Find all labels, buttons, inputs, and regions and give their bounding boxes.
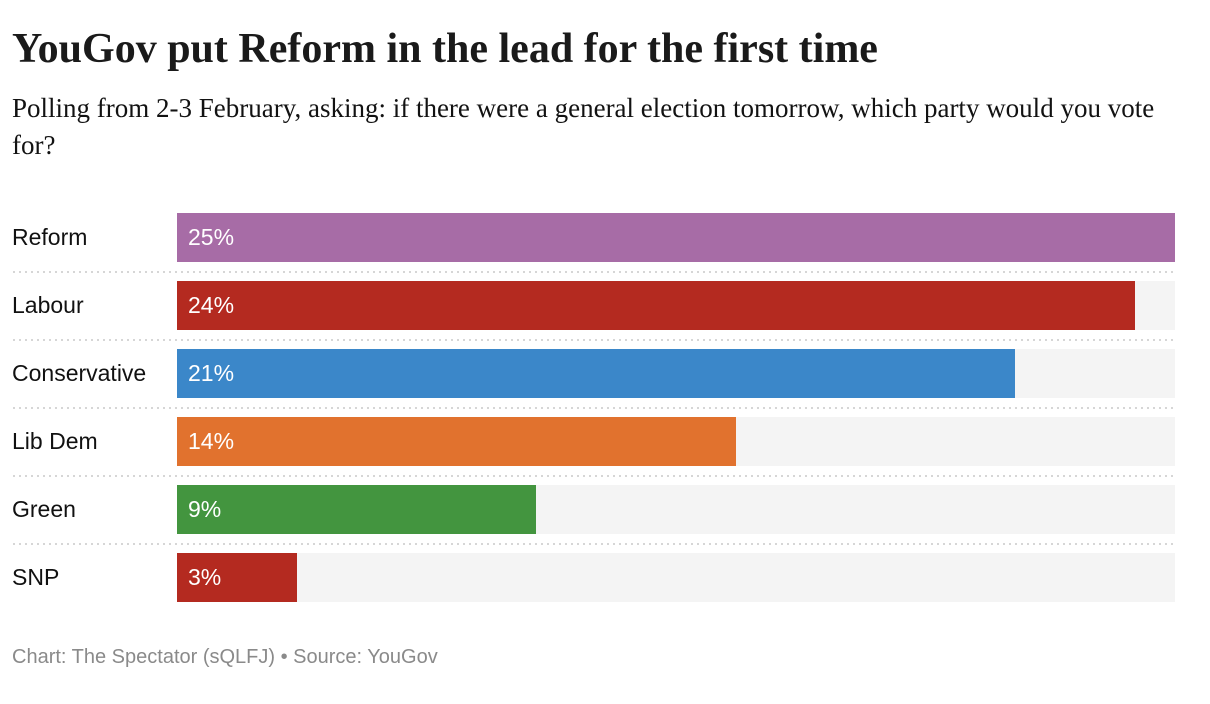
chart-row: Labour 24% [12, 281, 1175, 349]
value-label: 25% [188, 224, 235, 251]
chart-row: Green 9% [12, 485, 1175, 553]
bar-chart: Reform 25% Labour 24% Conservative 21% Lib Dem… [12, 213, 1175, 603]
bar-green: 9% [177, 485, 537, 535]
value-label: 3% [188, 564, 222, 591]
bar-track: 9% [177, 485, 1175, 535]
value-label: 21% [188, 360, 235, 387]
category-label: Reform [12, 224, 88, 251]
chart-row: Reform 25% [12, 213, 1175, 281]
chart-subtitle: Polling from 2-3 February, asking: if th… [12, 93, 1155, 160]
bar-labour: 24% [177, 281, 1136, 331]
value-label: 14% [188, 428, 235, 455]
chart-footer: Chart: The Spectator (sQLFJ) • Source: Y… [12, 646, 438, 669]
bar-conservative: 21% [177, 349, 1016, 399]
row-separator [13, 271, 1175, 274]
row-separator [13, 475, 1175, 478]
bar-track: 3% [177, 553, 1175, 603]
row-separator [13, 339, 1175, 342]
category-label: Labour [12, 292, 84, 319]
value-label: 9% [188, 496, 222, 523]
bar-snp: 3% [177, 553, 297, 603]
bar-reform: 25% [177, 213, 1175, 263]
row-separator [13, 407, 1175, 410]
row-separator [13, 543, 1175, 546]
bar-lib-dem: 14% [177, 417, 736, 467]
bar-track: 25% [177, 213, 1175, 263]
category-label: Lib Dem [12, 428, 98, 455]
chart-title: YouGov put Reform in the lead for the fi… [12, 26, 878, 72]
bar-track: 24% [177, 281, 1175, 331]
category-label: SNP [12, 564, 60, 591]
value-label: 24% [188, 292, 235, 319]
bar-track: 21% [177, 349, 1175, 399]
chart-row: SNP 3% [12, 553, 1175, 603]
bar-track: 14% [177, 417, 1175, 467]
category-label: Conservative [12, 360, 147, 387]
chart-row: Conservative 21% [12, 349, 1175, 417]
category-label: Green [12, 496, 76, 523]
chart-row: Lib Dem 14% [12, 417, 1175, 485]
